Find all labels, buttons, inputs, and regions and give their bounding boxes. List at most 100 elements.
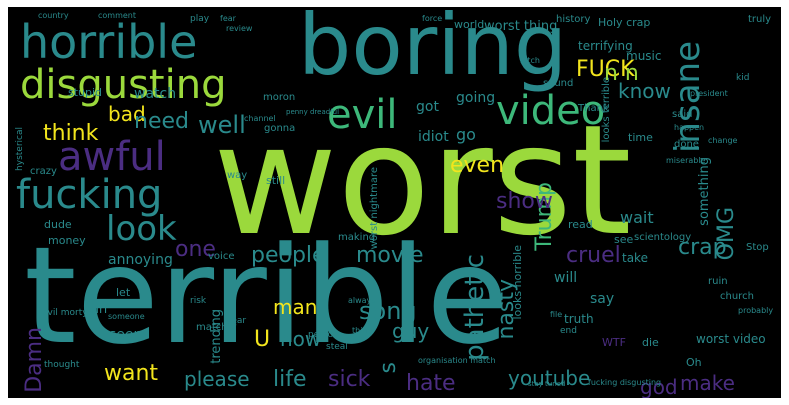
word-people: people (251, 243, 326, 268)
word-risk: risk (190, 296, 207, 306)
word-something: something (697, 157, 712, 226)
word-done: done (674, 139, 699, 150)
word-still: still (266, 174, 286, 187)
word-thing: thing (352, 326, 373, 335)
word-penny-dreadful: penny dreadful (286, 108, 340, 116)
word-play: play (190, 14, 210, 24)
word-moron: moron (263, 92, 296, 103)
word-bitch: bitch (520, 56, 540, 65)
word-sound: sound (543, 78, 574, 89)
word-die: die (642, 336, 659, 349)
word-worst-video: worst video (696, 332, 766, 346)
word-disgusting: disgusting (20, 62, 227, 108)
word-Damn: Damn (22, 327, 47, 393)
word-song: song (359, 297, 417, 325)
word-miserable: miserable (666, 156, 706, 165)
word-worst-thing: worst thing (484, 19, 558, 34)
word-idiot: idiot (418, 129, 449, 145)
word-end: end (560, 326, 577, 336)
word-say: say (590, 291, 615, 307)
word-girl: girl (88, 302, 108, 316)
word-FUCK: FUCK (576, 57, 635, 82)
word-Stop: Stop (746, 242, 769, 253)
word-show: show (496, 189, 553, 214)
word-match-v: match v (196, 322, 237, 333)
word-know: know (618, 79, 671, 103)
word-looks-terrible: looks terrible (601, 77, 612, 143)
word-said: said (672, 109, 693, 120)
word-guy: guy (392, 319, 430, 343)
word-history: history (556, 14, 591, 25)
word-channel: channel (244, 114, 276, 123)
word-church: church (720, 291, 754, 302)
word-s: s (376, 362, 401, 374)
word-seen: seen (109, 327, 143, 343)
word-world: world (454, 18, 485, 31)
word-bad: bad (108, 102, 146, 126)
word-U: U (254, 327, 271, 352)
word-awful: awful (58, 134, 166, 180)
word-hate: hate (406, 371, 456, 396)
word-happen: happen (674, 123, 705, 132)
word-thought: thought (44, 360, 80, 370)
word-change: change (708, 136, 738, 145)
word-man: man (273, 295, 318, 319)
word-year: year (226, 316, 247, 326)
word-video: video (496, 88, 606, 134)
word-watch: watch (134, 86, 177, 102)
word-looks-horrible: looks horrible (511, 245, 524, 320)
word-pathetic: pathetic (460, 254, 490, 361)
word-evil-morty: evil morty (42, 308, 88, 318)
word-want: want (104, 361, 159, 386)
word-truth: truth (564, 312, 594, 326)
word-take: take (622, 251, 648, 265)
word-crap: crap (678, 235, 727, 260)
word-Oh: Oh (686, 356, 702, 369)
word-god: god (640, 375, 678, 398)
word-go: go (456, 125, 476, 144)
word-making: making (338, 232, 376, 243)
word-fucking: fucking (16, 172, 163, 218)
word-stupid: stupid (68, 86, 103, 99)
word-truly: truly (748, 14, 772, 25)
word-wait: wait (620, 208, 654, 227)
word-worst: worst (213, 92, 632, 269)
word-organisation-match: organisation match (418, 356, 496, 365)
word-look: look (106, 209, 177, 249)
word-dude: dude (44, 218, 72, 231)
word-will: will (554, 270, 578, 286)
word-now: now (280, 327, 322, 351)
word-probably: probably (738, 306, 774, 315)
word-cloud: worst terrible boring horrible disgustin… (8, 7, 781, 398)
word-horrible: horrible (20, 15, 198, 69)
word-Holy-crap: Holy crap (598, 16, 651, 29)
word-music: music (626, 49, 662, 63)
word-scientology: scientology (634, 232, 692, 243)
word-evil: evil (327, 92, 398, 138)
word-worst-nightmare: worst nightmare (369, 167, 380, 250)
word-crazy: crazy (30, 166, 57, 177)
word-terrifying: terrifying (578, 39, 633, 53)
word-president: president (690, 89, 728, 98)
word-going: going (456, 90, 496, 106)
word-movie: movie (356, 243, 424, 268)
word-please: please (184, 367, 250, 391)
word-read: read (568, 218, 593, 231)
word-country: country (38, 11, 69, 20)
word-WTF: WTF (602, 336, 626, 349)
word-need: need (134, 109, 189, 134)
word-time: time (628, 131, 653, 144)
word-way: way (227, 170, 248, 181)
word-Thank: Thank (578, 103, 609, 114)
word-force: force (422, 14, 443, 23)
word-voice: voice (208, 251, 235, 262)
word-review: review (226, 24, 253, 33)
word-steal: steal (326, 342, 348, 352)
word-always: always (348, 296, 376, 305)
word-let: let (116, 286, 131, 299)
word-cruel: cruel (566, 243, 621, 268)
word-annoying: annoying (108, 252, 173, 268)
word-one: one (175, 237, 216, 262)
word-n-n: n n (604, 61, 639, 86)
word-person: person (308, 330, 339, 340)
